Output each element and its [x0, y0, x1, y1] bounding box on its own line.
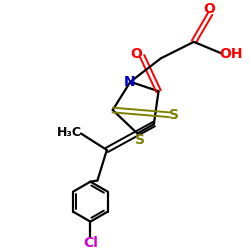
Text: O: O — [203, 2, 215, 16]
Text: OH: OH — [220, 46, 243, 60]
Text: H₃C: H₃C — [57, 126, 82, 139]
Text: N: N — [123, 75, 135, 89]
Text: S: S — [135, 133, 145, 147]
Text: Cl: Cl — [83, 236, 98, 250]
Text: O: O — [130, 46, 142, 60]
Text: S: S — [169, 108, 179, 122]
